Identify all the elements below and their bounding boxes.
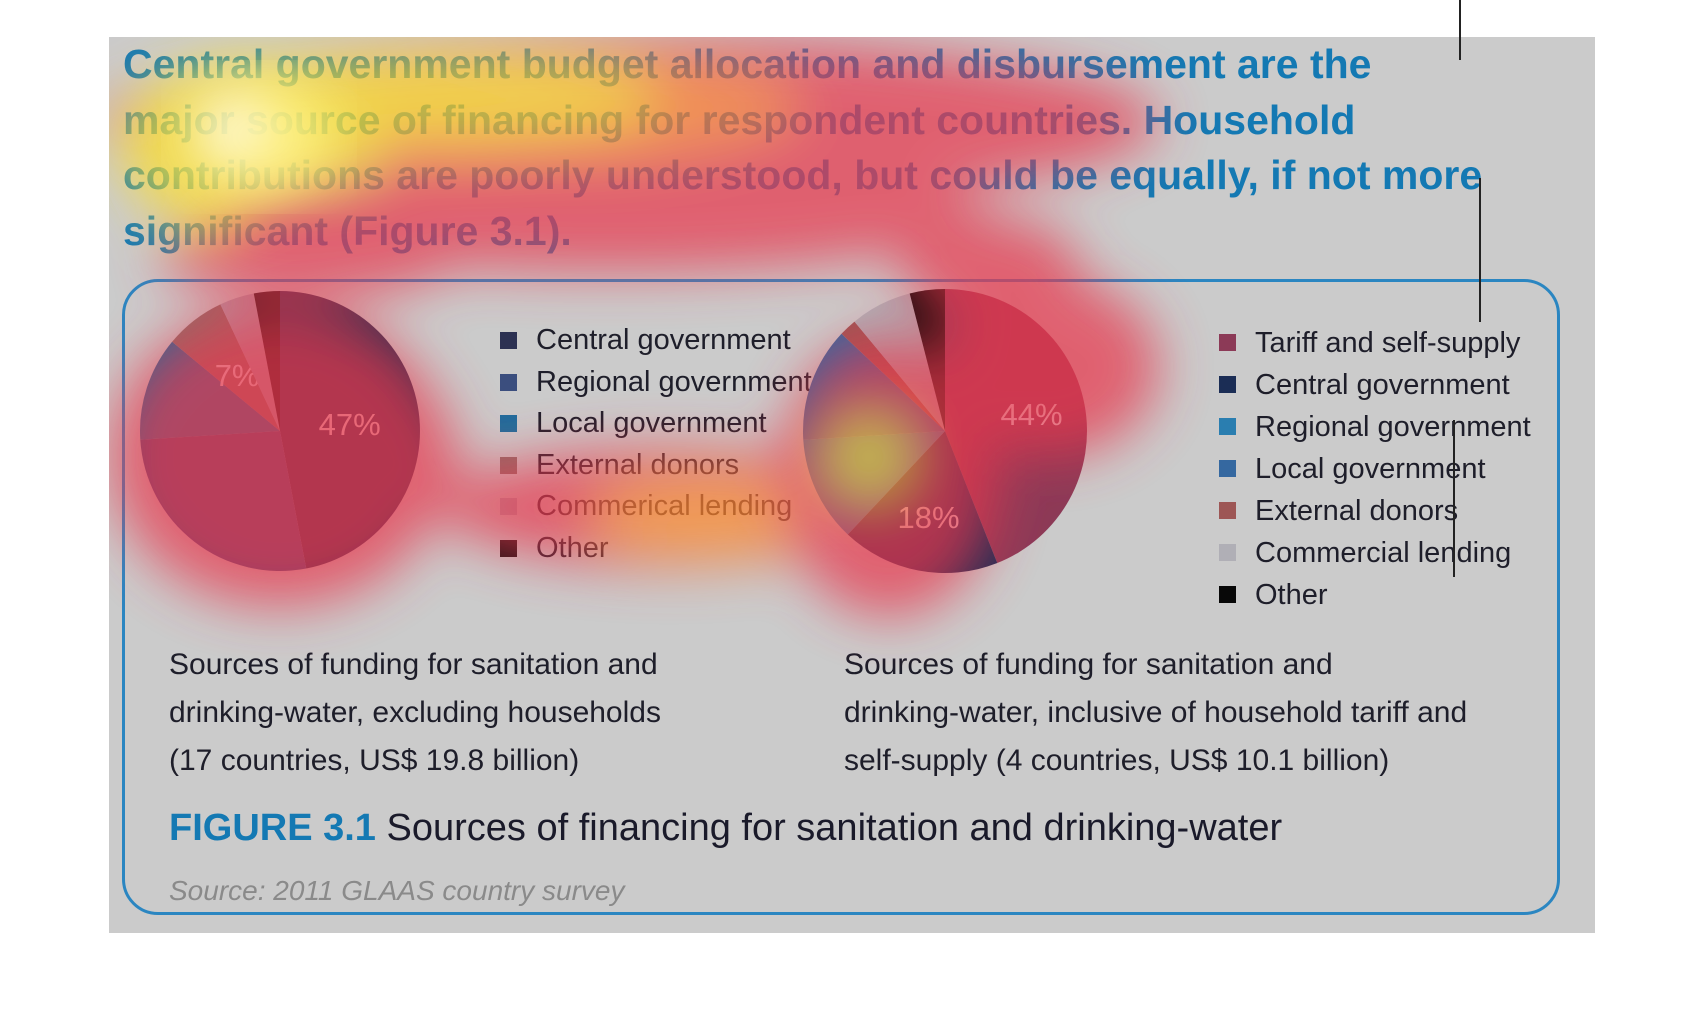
legend-item-regional-government: Regional government (1219, 406, 1531, 448)
cursor-line-right (1479, 178, 1481, 322)
pie-chart-excluding-households: 47%7% (140, 291, 420, 571)
legend-label: Central government (536, 324, 791, 356)
legend-including-households: Tariff and self-supply Central government… (1219, 322, 1531, 616)
legend-item-central-government: Central government (1219, 364, 1531, 406)
caption-line: (17 countries, US$ 19.8 billion) (169, 744, 580, 777)
caption-line: self-supply (4 countries, US$ 10.1 billi… (844, 744, 1390, 777)
legend-label: Other (536, 531, 609, 564)
legend-excluding-households: Central government Regional government Loc… (500, 320, 812, 569)
legend-item-central-government: Central government (500, 320, 812, 362)
legend-item-external-donors: External donors (500, 445, 812, 487)
legend-item-tariff-and-self-supply: Tariff and self-supply (1219, 322, 1531, 364)
legend-item-local-government: Local government (1219, 448, 1531, 490)
legend-label: Central government (1255, 369, 1510, 401)
pie-slice-regional-government (140, 431, 307, 571)
legend-swatch (1219, 376, 1236, 393)
figure-number: FIGURE 3.1 (169, 807, 376, 849)
figure-panel: Central government budget allocation and… (109, 37, 1595, 933)
data-label-central-government: 18% (897, 500, 959, 535)
legend-item-local-government: Local government (500, 403, 812, 445)
legend-item-commerical-lending: Commerical lending (500, 486, 812, 528)
figure-title-text: Sources of financing for sanitation and … (386, 807, 1283, 849)
legend-item-commercial-lending: Commercial lending (1219, 532, 1531, 574)
caption-line: drinking-water, inclusive of household t… (844, 696, 1468, 729)
legend-item-other: Other (1219, 574, 1531, 616)
legend-swatch (500, 332, 517, 349)
legend-label: Local government (1255, 453, 1486, 485)
headline: Central government budget allocation and… (123, 41, 1483, 254)
data-label-central-government: 47% (319, 407, 381, 442)
legend-item-regional-government: Regional government (500, 362, 812, 404)
caption-including-households: Sources of funding for sanitation and dri… (844, 641, 1467, 785)
legend-swatch (500, 373, 517, 391)
legend-swatch (500, 539, 517, 557)
caption-excluding-households: Sources of funding for sanitation and dri… (169, 641, 661, 785)
legend-swatch (500, 498, 517, 515)
legend-swatch (1219, 418, 1236, 435)
caption-line: drinking-water, excluding households (169, 696, 661, 729)
source-note: Source: 2011 GLAAS country survey (169, 875, 625, 906)
legend-label: Regional government (1255, 411, 1531, 443)
legend-label: Regional government (536, 365, 812, 398)
legend-swatch (1219, 502, 1236, 519)
caption-line: Sources of funding for sanitation and (844, 648, 1333, 681)
caption-line: Sources of funding for sanitation and (169, 648, 658, 681)
legend-swatch (1219, 586, 1236, 603)
legend-swatch (500, 415, 517, 432)
legend-label: Commerical lending (536, 490, 793, 522)
legend-label: External donors (1255, 495, 1459, 527)
cursor-line-legend (1453, 420, 1455, 577)
legend-swatch (1219, 544, 1236, 561)
cursor-line-top (1459, 0, 1461, 60)
legend-label: External donors (536, 448, 740, 481)
legend-label: Local government (536, 407, 767, 439)
legend-label: Commercial lending (1255, 537, 1512, 569)
legend-swatch (1219, 460, 1236, 477)
data-label-tariff-and-self-supply: 44% (1000, 397, 1062, 432)
figure-title: FIGURE 3.1 Sources of financing for sani… (169, 807, 1282, 850)
legend-label: Other (1255, 579, 1328, 611)
pie-chart-including-households: 44% 18% (802, 289, 1088, 574)
legend-item-other: Other (500, 528, 812, 570)
legend-swatch (1219, 334, 1236, 351)
legend-swatch (500, 456, 517, 474)
legend-label: Tariff and self-supply (1255, 327, 1521, 359)
legend-item-external-donors: External donors (1219, 490, 1531, 532)
